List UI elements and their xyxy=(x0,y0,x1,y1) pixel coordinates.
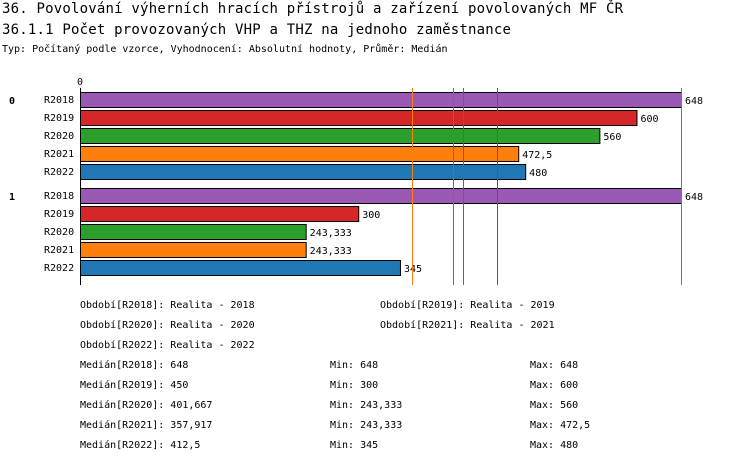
value-label-1-r2021: 243,333 xyxy=(310,246,352,257)
legend-period-r2020: Období[R2020]: Realita - 2020 xyxy=(80,320,255,331)
value-label-0-r2020: 560 xyxy=(603,132,621,143)
group-label-1: 1 xyxy=(9,192,15,203)
value-label-0-r2019: 600 xyxy=(640,114,658,125)
median-r2019: Medián[R2019]: 450 xyxy=(80,380,189,391)
category-label-0-r2018: R2018 xyxy=(44,95,74,106)
min-r2022: Min: 345 xyxy=(330,440,379,451)
category-label-1-r2018: R2018 xyxy=(44,191,74,202)
axis-zero-label: 0 xyxy=(77,77,83,88)
bar-0-r2018 xyxy=(80,92,682,108)
legend-period-r2018: Období[R2018]: Realita - 2018 xyxy=(80,300,255,311)
category-label-0-r2021: R2021 xyxy=(44,149,74,160)
max-r2018: Max: 648 xyxy=(530,360,579,371)
min-r2019: Min: 300 xyxy=(330,380,379,391)
min-r2020: Min: 243,333 xyxy=(330,400,403,411)
value-label-0-r2021: 472,5 xyxy=(522,150,552,161)
category-label-1-r2021: R2021 xyxy=(44,245,74,256)
median-r2021: Medián[R2021]: 357,917 xyxy=(80,420,213,431)
min-r2021: Min: 243,333 xyxy=(330,420,403,431)
chart-description: Typ: Počítaný podle vzorce, Vyhodnocení:… xyxy=(2,44,448,55)
median-r2020: Medián[R2020]: 401,667 xyxy=(80,400,213,411)
category-label-0-r2020: R2020 xyxy=(44,131,74,142)
max-r2022: Max: 480 xyxy=(530,440,579,451)
max-r2020: Max: 560 xyxy=(530,400,579,411)
min-r2018: Min: 648 xyxy=(330,360,379,371)
group-label-0: 0 xyxy=(9,96,15,107)
value-label-1-r2019: 300 xyxy=(362,210,380,221)
median-r2018: Medián[R2018]: 648 xyxy=(80,360,189,371)
max-r2021: Max: 472,5 xyxy=(530,420,591,431)
legend-period-r2022: Období[R2022]: Realita - 2022 xyxy=(80,340,255,351)
bar-1-r2019 xyxy=(80,206,360,222)
value-label-1-r2020: 243,333 xyxy=(310,228,352,239)
page-title: 36. Povolování výherních hracích přístro… xyxy=(2,1,624,17)
chart-subtitle: 36.1.1 Počet provozovaných VHP a THZ na … xyxy=(2,22,512,38)
category-label-0-r2019: R2019 xyxy=(44,113,74,124)
bar-1-r2022 xyxy=(80,260,401,276)
max-r2019: Max: 600 xyxy=(530,380,579,391)
bar-1-r2018 xyxy=(80,188,682,204)
category-label-1-r2019: R2019 xyxy=(44,209,74,220)
legend-period-r2021: Období[R2021]: Realita - 2021 xyxy=(380,320,555,331)
bar-0-r2019 xyxy=(80,110,638,126)
value-label-1-r2022: 345 xyxy=(404,264,422,275)
legend-period-r2019: Období[R2019]: Realita - 2019 xyxy=(380,300,555,311)
value-label-0-r2022: 480 xyxy=(529,168,547,179)
category-label-0-r2022: R2022 xyxy=(44,167,74,178)
value-label-1-r2018: 648 xyxy=(685,192,703,203)
value-label-0-r2018: 648 xyxy=(685,96,703,107)
bar-0-r2022 xyxy=(80,164,527,180)
bar-0-r2020 xyxy=(80,128,601,144)
median-r2022: Medián[R2022]: 412,5 xyxy=(80,440,201,451)
category-label-1-r2022: R2022 xyxy=(44,263,74,274)
bar-1-r2021 xyxy=(80,242,307,258)
bar-1-r2020 xyxy=(80,224,307,240)
category-label-1-r2020: R2020 xyxy=(44,227,74,238)
bar-0-r2021 xyxy=(80,146,520,162)
